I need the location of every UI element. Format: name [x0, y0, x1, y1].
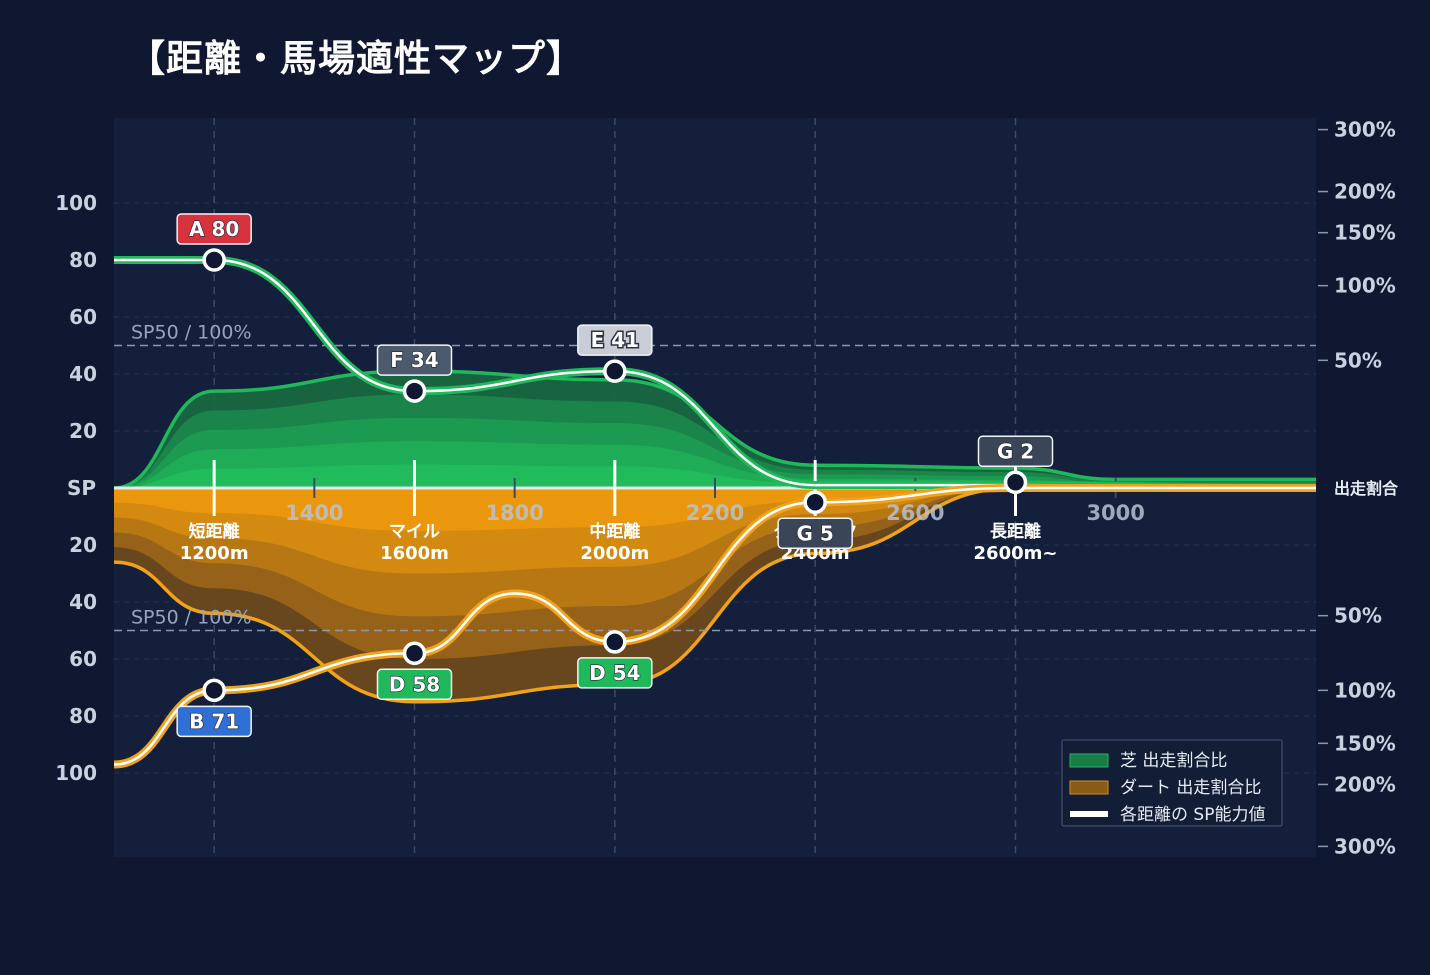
x-axis-tick-label: 2600: [886, 501, 944, 525]
sp-markers: A 80 F 34 E 41 G 2 B 71 D 58 D 54 G 5: [176, 213, 1054, 738]
sp-marker: [803, 490, 827, 514]
sp-badge: [176, 213, 252, 245]
sp-badge: [176, 705, 252, 738]
sp-marker: [603, 630, 627, 654]
sp-badge-label: G 2: [997, 439, 1034, 463]
right-axis-tick-label: 50%: [1334, 348, 1382, 372]
legend-label: 芝 出走割合比: [1120, 751, 1227, 771]
category-name-label: マイル: [389, 522, 440, 542]
category-name-label: 短距離: [189, 521, 240, 542]
legend-swatch: [1069, 753, 1109, 768]
right-axis-tick-label: 200%: [1334, 180, 1396, 204]
sp-marker: [202, 248, 226, 272]
category-name-label: 長距離: [990, 521, 1041, 542]
sp-marker: [402, 379, 427, 403]
right-axis-tick-label: 100%: [1334, 678, 1396, 702]
sp-badge-label: G 5: [797, 521, 834, 545]
left-axis-tick-label: 40: [69, 590, 97, 614]
sp-badge-label: A 80: [189, 217, 239, 241]
left-axis-tick-label: 60: [69, 647, 97, 671]
chart-title: 【距離・馬場適性マップ】: [128, 37, 584, 80]
right-axis-tick-label: 100%: [1334, 274, 1396, 298]
sp-marker: [603, 359, 627, 383]
x-axis-tick-label: 2200: [686, 501, 744, 525]
left-axis-tick-label: 60: [69, 305, 97, 329]
right-axis-tick-label: 150%: [1334, 731, 1396, 755]
left-axis-tick-label: 80: [69, 704, 97, 728]
sp-badge: [777, 517, 853, 549]
legend-label: 各距離の SP能力値: [1120, 805, 1265, 825]
category-range-label: 2000m: [580, 543, 649, 564]
category-range-label: 1200m: [180, 543, 249, 564]
sp-badge: [376, 344, 453, 376]
reference-line-label: SP50 / 100%: [131, 322, 252, 344]
sp-badge: [577, 324, 653, 356]
legend-label: ダート 出走割合比: [1120, 778, 1261, 798]
left-axis-tick-label: 20: [69, 419, 97, 443]
sp-marker: [202, 678, 226, 703]
legend-swatch: [1069, 780, 1109, 795]
right-axis-tick-label: 300%: [1334, 118, 1396, 142]
sp-badge-label: F 34: [390, 348, 438, 372]
left-axis-center-label: SP: [67, 476, 96, 500]
left-axis-tick-label: 80: [69, 248, 97, 272]
reference-lines: SP50 / 100% SP50 / 100%: [114, 322, 1316, 632]
right-axis-tick-label: 150%: [1334, 221, 1396, 245]
x-axis-tick-label: 1400: [285, 501, 343, 525]
sp-badge: [977, 435, 1054, 468]
category-name-label: 中距離: [589, 521, 640, 542]
left-axis-tick-label: 40: [69, 362, 97, 386]
left-axis-tick-label: 100: [55, 761, 97, 785]
legend-box: [1061, 739, 1283, 827]
left-axis-tick-label: 20: [69, 533, 97, 557]
category-range-label: 1600m: [380, 543, 449, 564]
right-axis-tick-label: 50%: [1334, 604, 1382, 628]
sp-badge-label: D 58: [389, 672, 440, 696]
x-axis-tick-label: 1800: [485, 501, 543, 525]
legend-swatch: [1070, 811, 1108, 817]
sp-badge: [577, 657, 653, 689]
sp-marker: [402, 641, 427, 666]
x-axis-tick-label: 3000: [1086, 501, 1144, 525]
right-axis-tick-label: 200%: [1334, 772, 1396, 796]
right-axis-tick-label: 300%: [1334, 834, 1396, 858]
right-axis-center-label: 出走割合: [1334, 479, 1399, 498]
sp-badge-label: B 71: [189, 709, 239, 733]
sp-marker: [1003, 470, 1028, 495]
left-axis-tick-label: 100: [55, 191, 97, 215]
sp-badge-label: D 54: [589, 661, 640, 685]
reference-line-label: SP50 / 100%: [131, 607, 252, 629]
sp-badge: [376, 668, 453, 701]
category-range-label: 2600m~: [974, 543, 1058, 564]
sp-badge-label: E 41: [591, 328, 639, 352]
